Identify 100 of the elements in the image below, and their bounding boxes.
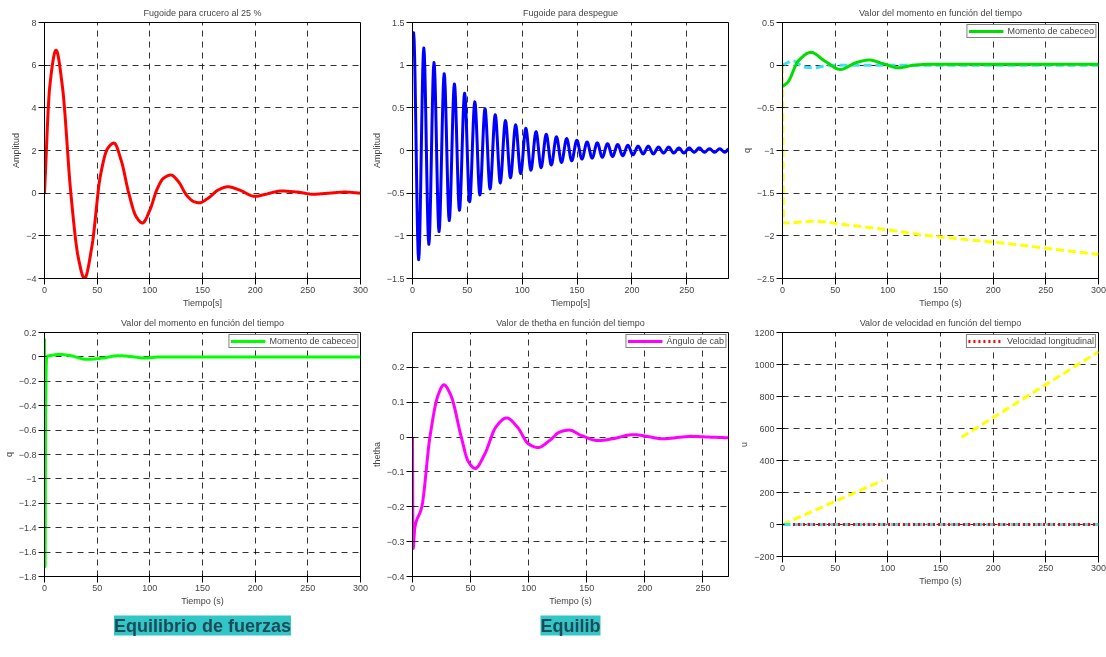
y-tick-label: 0: [31, 351, 37, 362]
chart-title: Fugoide para despegue: [522, 7, 619, 18]
legend-label: Ángulo de cab: [666, 336, 724, 346]
x-tick-label: 250: [679, 284, 695, 295]
x-tick-label: 250: [300, 284, 316, 295]
x-tick-label: 100: [142, 284, 158, 295]
y-tick-label: 0: [31, 188, 37, 199]
y-axis-title: Amplitud: [11, 132, 22, 169]
x-tick-label: 50: [462, 284, 473, 295]
x-axis-title: Tiempo (s): [549, 595, 592, 606]
x-axis-title: Tiempo (s): [919, 575, 962, 586]
y-tick-label: 400: [759, 455, 775, 466]
y-tick-label: 0: [769, 519, 775, 530]
x-tick-label: 150: [932, 284, 949, 295]
x-tick-label: 150: [194, 284, 211, 295]
x-tick-label: 150: [579, 582, 595, 593]
y-tick-label: 0: [399, 145, 405, 156]
chart-title: Valor de thetha en función del tiempo: [496, 317, 645, 328]
x-tick-label: 50: [465, 582, 476, 593]
x-tick-label: 300: [1090, 284, 1106, 295]
y-tick-label: 1.5: [391, 17, 405, 28]
x-tick-label: 150: [932, 562, 949, 573]
x-tick-label: 0: [42, 284, 48, 295]
x-tick-label: 50: [830, 562, 841, 573]
chart-title: Valor del momento en función del tiempo: [859, 7, 1022, 18]
y-tick-label: −0.4: [18, 400, 37, 411]
y-tick-label: 8: [31, 17, 37, 28]
y-tick-label: 0.5: [391, 102, 405, 113]
y-tick-label: 0.5: [761, 17, 775, 28]
x-tick-label: 50: [92, 582, 103, 593]
y-tick-label: 0.2: [23, 327, 37, 338]
y-tick-label: −2: [26, 230, 37, 241]
legend-label: Velocidad longitudinal: [1006, 336, 1094, 346]
x-tick-label: 300: [352, 284, 369, 295]
y-tick-label: 0: [399, 432, 405, 443]
y-tick-label: −2: [764, 230, 775, 241]
x-axis-title: Tiempo (s): [181, 595, 224, 606]
y-tick-label: −4: [26, 273, 37, 284]
x-tick-label: 100: [142, 582, 158, 593]
y-tick-label: 800: [759, 391, 775, 402]
x-tick-label: 150: [194, 582, 211, 593]
y-axis-title: Amplitud: [371, 132, 382, 169]
x-tick-label: 50: [92, 284, 103, 295]
y-axis-title: q: [3, 451, 14, 457]
y-tick-label: −1.4: [18, 522, 37, 533]
x-tick-label: 300: [352, 582, 369, 593]
x-tick-label: 50: [830, 284, 841, 295]
chart-title: Valor de velocidad en función del tiempo: [859, 317, 1022, 328]
y-tick-label: 0: [769, 60, 775, 71]
y-tick-label: 1000: [754, 359, 775, 370]
x-tick-label: 200: [624, 284, 640, 295]
x-tick-label: 200: [637, 582, 653, 593]
x-tick-label: 200: [985, 562, 1001, 573]
y-tick-label: −0.5: [386, 188, 405, 199]
legend-label: Momento de cabeceo: [269, 336, 356, 346]
y-tick-label: 600: [759, 423, 775, 434]
x-tick-label: 250: [1038, 562, 1054, 573]
x-axis-title: Tiempo[s]: [182, 297, 223, 308]
x-tick-label: 300: [1090, 562, 1106, 573]
y-tick-label: −0.5: [756, 102, 775, 113]
x-tick-label: 250: [1038, 284, 1054, 295]
x-tick-label: 0: [780, 284, 786, 295]
y-tick-label: −0.3: [386, 536, 405, 547]
x-tick-label: 0: [42, 582, 48, 593]
x-tick-label: 200: [247, 582, 263, 593]
x-tick-label: 200: [985, 284, 1001, 295]
x-tick-label: 200: [247, 284, 263, 295]
x-tick-label: 250: [300, 582, 316, 593]
x-tick-label: 150: [569, 284, 585, 295]
y-tick-label: 6: [31, 60, 37, 71]
x-tick-label: 100: [514, 284, 530, 295]
y-tick-label: −200: [754, 551, 775, 562]
y-tick-label: 200: [759, 487, 775, 498]
y-tick-label: 0.2: [391, 362, 405, 373]
y-tick-label: −0.8: [18, 449, 37, 460]
y-tick-label: −1: [26, 473, 37, 484]
y-tick-label: −0.1: [386, 466, 405, 477]
chart-title: Fugoide para crucero al 25 %: [143, 7, 262, 18]
y-tick-label: −0.2: [18, 376, 37, 387]
y-tick-label: −0.2: [386, 501, 405, 512]
y-tick-label: −1: [394, 230, 405, 241]
x-tick-label: 0: [780, 562, 786, 573]
x-tick-label: 0: [410, 582, 416, 593]
y-tick-label: 4: [31, 102, 37, 113]
y-axis-title: thetha: [371, 441, 382, 468]
y-tick-label: −2.5: [756, 273, 775, 284]
x-tick-label: 250: [695, 582, 711, 593]
y-tick-label: 1: [399, 60, 405, 71]
x-tick-label: 0: [410, 284, 416, 295]
chart-title: Valor del momento en función del tiempo: [121, 317, 284, 328]
y-tick-label: −1.5: [386, 273, 405, 284]
text: Equilib: [540, 615, 601, 636]
x-axis-title: Tiempo[s]: [550, 297, 591, 308]
text: Equilibrio de fuerzas: [113, 615, 292, 636]
y-tick-label: −1.6: [18, 547, 37, 558]
y-tick-label: −1: [764, 145, 775, 156]
y-tick-label: −0.6: [18, 425, 37, 436]
x-tick-label: 100: [521, 582, 537, 593]
y-tick-label: −1.5: [756, 188, 775, 199]
x-axis-title: Tiempo (s): [919, 297, 962, 308]
